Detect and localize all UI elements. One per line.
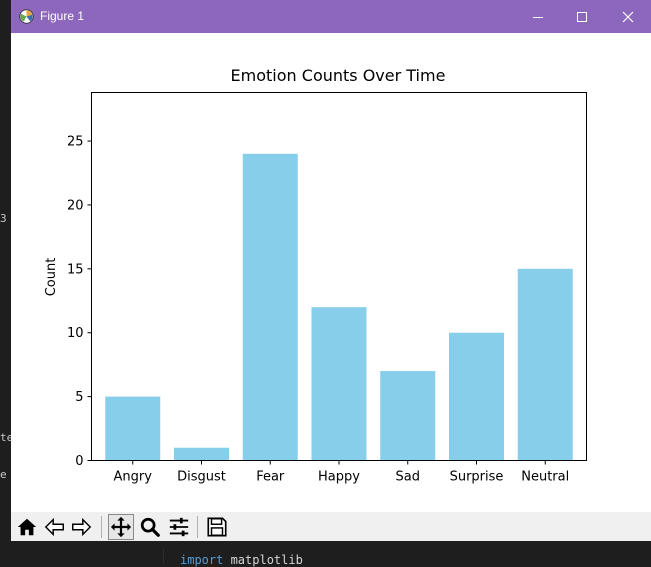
toolbar-separator: [197, 516, 198, 538]
x-tick-label: Happy: [318, 470, 360, 485]
x-tick-label: Neutral: [521, 470, 569, 485]
bar-neutral: [517, 268, 573, 461]
bar-angry: [105, 396, 161, 461]
matplotlib-app-icon: [19, 9, 34, 24]
y-ticks-group: 0 5 10 15 20 25: [67, 135, 92, 469]
back-button[interactable]: [42, 514, 68, 540]
x-ticks-group: Angry Disgust Fear Happy Sad Surprise Neutral: [114, 460, 569, 485]
background-editor-strip: 3 te e or: [0, 0, 13, 564]
zoom-icon: [140, 517, 160, 537]
code-keyword: import: [180, 553, 224, 567]
forward-arrow-icon: [72, 517, 92, 537]
title-bar[interactable]: Figure 1: [11, 0, 651, 33]
axes-frame: [91, 92, 587, 461]
y-tick-label: 10: [67, 326, 84, 341]
x-tick-label: Sad: [396, 470, 420, 485]
configure-subplots-button[interactable]: [166, 514, 192, 540]
bar-fear: [242, 153, 298, 461]
x-tick-label: Disgust: [177, 470, 226, 485]
y-tick-label: 25: [67, 135, 84, 150]
figure-window: Figure 1 Emotion Counts Over Time Count …: [11, 0, 651, 541]
close-button[interactable]: [605, 0, 651, 33]
bars-group: [105, 153, 573, 461]
bar-sad: [380, 371, 436, 461]
y-tick-label: 15: [67, 262, 84, 277]
y-axis-label: Count: [44, 258, 59, 297]
back-arrow-icon: [44, 517, 64, 537]
figure-canvas[interactable]: Emotion Counts Over Time Count 0 5 10 15 20 2…: [11, 33, 651, 512]
background-code-line: import matplotlib: [163, 548, 651, 567]
close-icon: [622, 11, 634, 22]
save-button[interactable]: [204, 514, 230, 540]
bar-disgust: [174, 447, 229, 461]
bar-chart: Emotion Counts Over Time Count 0 5 10 15 20 2…: [44, 66, 587, 485]
x-tick-label: Surprise: [450, 470, 504, 485]
zoom-button[interactable]: [137, 514, 163, 540]
code-text: matplotlib: [223, 553, 303, 567]
minimize-icon: [533, 16, 543, 18]
pan-button[interactable]: [108, 514, 134, 540]
save-icon: [207, 517, 227, 537]
x-tick-label: Fear: [256, 470, 285, 485]
forward-button[interactable]: [68, 514, 94, 540]
x-tick-label: Angry: [114, 470, 153, 485]
toolbar-separator: [101, 516, 102, 538]
maximize-button[interactable]: [559, 0, 605, 33]
bar-happy: [311, 307, 367, 461]
bar-surprise: [449, 332, 504, 461]
navigation-toolbar: [11, 512, 651, 541]
pan-icon: [110, 516, 132, 538]
maximize-icon: [577, 11, 587, 22]
minimize-button[interactable]: [515, 0, 561, 33]
home-icon: [17, 518, 37, 536]
y-tick-label: 5: [75, 390, 83, 405]
chart-title: Emotion Counts Over Time: [231, 66, 446, 85]
configure-subplots-icon: [169, 517, 189, 537]
window-title: Figure 1: [40, 9, 85, 23]
home-button[interactable]: [14, 514, 40, 540]
y-tick-label: 0: [75, 454, 83, 469]
y-tick-label: 20: [67, 198, 84, 213]
